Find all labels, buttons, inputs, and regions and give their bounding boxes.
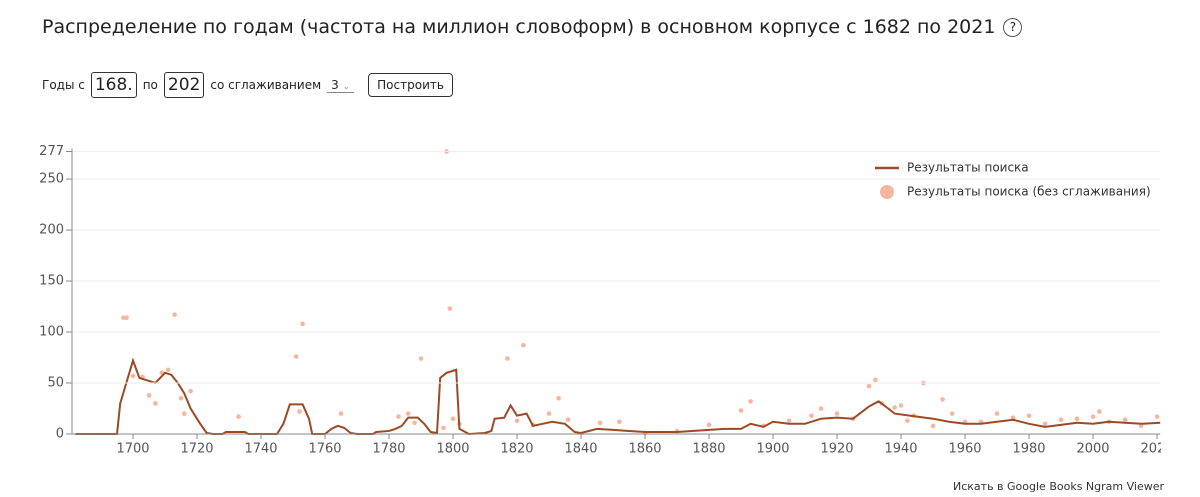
x-tick-label: 1940 bbox=[884, 442, 917, 457]
point bbox=[834, 411, 840, 416]
legend-label: Результаты поиска bbox=[907, 161, 1029, 175]
y-tick-label: 100 bbox=[39, 325, 64, 340]
point bbox=[447, 306, 453, 311]
x-tick-label: 1700 bbox=[116, 442, 149, 457]
x-tick-label: 1920 bbox=[820, 442, 853, 457]
point bbox=[873, 377, 878, 383]
y-tick-label: 200 bbox=[39, 223, 64, 238]
x-tick-label: 1820 bbox=[500, 442, 533, 457]
x-tick-label: 1740 bbox=[244, 442, 277, 457]
plot-area: 2020 bbox=[75, 149, 1173, 457]
smoothing-select[interactable]: 3 ⌄ bbox=[327, 77, 355, 93]
y-tick-label: 0 bbox=[56, 427, 64, 442]
point bbox=[130, 373, 136, 379]
legend-marker bbox=[880, 185, 894, 199]
footer-link[interactable]: Искать в Google Books Ngram Viewer bbox=[953, 480, 1164, 493]
point bbox=[418, 356, 424, 361]
point bbox=[930, 423, 936, 429]
point bbox=[412, 420, 417, 426]
point bbox=[818, 406, 824, 411]
point bbox=[940, 397, 945, 402]
point bbox=[300, 321, 305, 327]
point bbox=[165, 367, 171, 373]
point bbox=[514, 418, 520, 424]
smoothing-value: 3 bbox=[331, 77, 339, 92]
y-tick-label: 150 bbox=[39, 274, 64, 289]
point bbox=[748, 399, 753, 404]
point bbox=[178, 396, 184, 401]
legend-label: Результаты поиска (без сглаживания) bbox=[907, 185, 1151, 199]
point bbox=[1058, 417, 1064, 423]
point bbox=[405, 411, 411, 416]
title-text: Распределение по годам (частота на милли… bbox=[42, 16, 996, 38]
point bbox=[181, 411, 187, 416]
to-label: по bbox=[142, 78, 158, 92]
x-tick-label: 1720 bbox=[180, 442, 213, 457]
point bbox=[297, 409, 302, 414]
point bbox=[1097, 409, 1102, 414]
point bbox=[1154, 414, 1160, 419]
x-tick-label: 1860 bbox=[628, 442, 661, 457]
point bbox=[1026, 413, 1032, 418]
point bbox=[450, 416, 456, 422]
point bbox=[124, 315, 129, 321]
point bbox=[994, 411, 1000, 416]
x-tick-label: 1980 bbox=[1012, 442, 1045, 457]
point bbox=[738, 408, 744, 413]
x-tick-label: 1960 bbox=[948, 442, 981, 457]
point bbox=[1074, 416, 1080, 422]
point bbox=[597, 420, 603, 426]
y-tick-label: 250 bbox=[39, 172, 64, 187]
help-icon[interactable]: ? bbox=[1003, 18, 1023, 37]
x-tick-label: 1800 bbox=[436, 442, 469, 457]
point bbox=[892, 405, 897, 410]
point bbox=[172, 312, 177, 317]
point bbox=[146, 392, 152, 398]
build-button[interactable]: Построить bbox=[368, 73, 453, 97]
x-tick-label: 1880 bbox=[692, 442, 725, 457]
point bbox=[809, 413, 814, 418]
point bbox=[441, 425, 446, 431]
x-tick-label: 2020 bbox=[1140, 442, 1173, 457]
point bbox=[556, 396, 561, 401]
x-tick-label: 1760 bbox=[308, 442, 341, 457]
point bbox=[1122, 417, 1128, 423]
title: Распределение по годам (частота на милли… bbox=[42, 16, 1023, 38]
point bbox=[121, 315, 126, 321]
point bbox=[706, 422, 712, 428]
point bbox=[1042, 421, 1048, 427]
point bbox=[521, 342, 526, 348]
point bbox=[293, 354, 299, 359]
point bbox=[786, 418, 792, 424]
point bbox=[546, 411, 552, 416]
from-input[interactable]: 168. bbox=[90, 72, 137, 98]
y-tick-label: 277 bbox=[39, 144, 64, 159]
controls: Годы с 168. по 202 со сглаживанием 3 ⌄ П… bbox=[42, 72, 453, 98]
point bbox=[1090, 414, 1096, 419]
line bbox=[75, 357, 1161, 436]
x-tick-label: 2000 bbox=[1076, 442, 1109, 457]
point bbox=[898, 403, 904, 408]
point bbox=[236, 414, 241, 419]
point bbox=[565, 417, 571, 423]
point bbox=[1010, 415, 1016, 420]
from-label: Годы с bbox=[42, 78, 85, 92]
point bbox=[396, 414, 401, 419]
y-tick-label: 50 bbox=[47, 376, 64, 391]
point bbox=[617, 419, 622, 425]
point bbox=[338, 411, 344, 416]
x-tick-label: 1840 bbox=[564, 442, 597, 457]
point bbox=[949, 411, 955, 416]
x-tick-label: 1900 bbox=[756, 442, 789, 457]
smoothing-label: со сглаживанием bbox=[210, 78, 322, 92]
point bbox=[153, 401, 158, 406]
point bbox=[905, 418, 910, 424]
to-input[interactable]: 202 bbox=[163, 72, 205, 98]
point bbox=[866, 383, 872, 389]
point bbox=[505, 356, 510, 361]
point bbox=[188, 388, 193, 394]
x-tick-label: 1780 bbox=[372, 442, 405, 457]
